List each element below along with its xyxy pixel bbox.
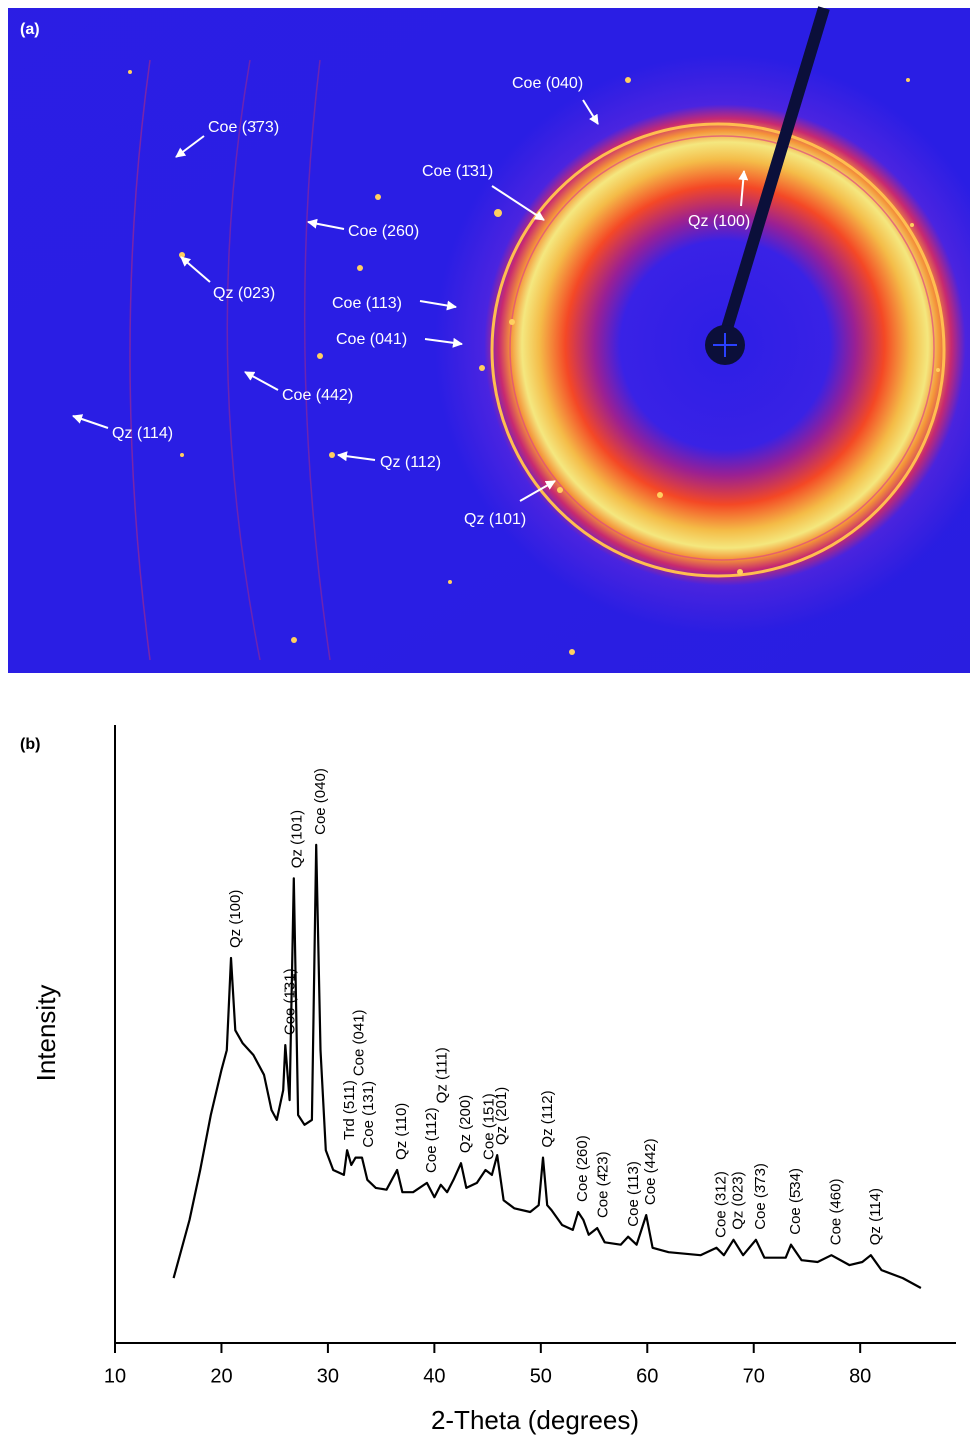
- x-tick-label: 40: [423, 1365, 445, 1387]
- peak-label: Coe (3̄73): [752, 1163, 769, 1230]
- peak-label: Qz (110): [393, 1103, 410, 1160]
- peak-label: Coe (460): [827, 1179, 844, 1246]
- ring-label: Coe (113): [332, 295, 402, 312]
- panel-label: (b): [20, 736, 40, 753]
- ring-label: Coe (1̄31): [422, 163, 493, 180]
- ring-label: Qz (114): [112, 425, 173, 442]
- ring-label: Qz (101): [464, 511, 526, 528]
- peak-label: Coe (041): [350, 1009, 367, 1076]
- xrd-line: [174, 845, 921, 1288]
- peak-label: Qz (114): [867, 1188, 884, 1245]
- peak-label: Coe (112): [423, 1107, 440, 1173]
- peak-label: Qz (100): [227, 890, 244, 948]
- x-tick-label: 80: [849, 1365, 871, 1387]
- diffraction-rings: [8, 8, 970, 673]
- peak-label: Coe (5̄34): [787, 1168, 804, 1235]
- peak-label: Trd (511): [341, 1080, 358, 1140]
- x-tick-label: 30: [317, 1365, 339, 1387]
- peak-label: Qz (112): [539, 1090, 556, 1147]
- ring-label: Coe (040): [512, 75, 583, 92]
- ring-label: Coe (3̄73): [208, 119, 279, 136]
- peak-label: Coe (113): [625, 1161, 642, 1227]
- ring-label: Coe (442): [282, 387, 353, 404]
- y-axis-title: Intensity: [31, 985, 61, 1082]
- peak-label: Coe (131): [360, 1081, 377, 1148]
- ring-label: Coe (260): [348, 223, 419, 240]
- peak-label: Qz (101): [289, 810, 306, 868]
- x-tick-label: 70: [743, 1365, 765, 1387]
- figure: (a) Coe (040) Coe (3̄73) Coe (1̄31) Qz (…: [0, 0, 971, 1439]
- peak-label: Coe (312): [712, 1171, 729, 1238]
- peak-label: Coe (4̄23): [594, 1151, 611, 1218]
- x-tick-label: 50: [530, 1365, 552, 1387]
- x-tick-label: 60: [636, 1365, 658, 1387]
- ring-label: Qz (023): [213, 285, 275, 302]
- x-tick-label: 20: [210, 1365, 232, 1387]
- panel-label: (a): [20, 21, 40, 38]
- xrd-chart: (b) 2-Theta (degrees) Intensity 10 20 30 40…: [20, 725, 956, 1435]
- peak-label: Coe (442): [642, 1138, 659, 1205]
- peak-label: Coe (1̄31): [281, 968, 298, 1035]
- ring-label: Qz (100): [688, 213, 750, 230]
- ring-label: Qz (112): [380, 454, 441, 471]
- diffraction-image: (a) Coe (040) Coe (3̄73) Coe (1̄31) Qz (…: [8, 8, 970, 673]
- peak-label: Qz (200): [457, 1095, 474, 1153]
- x-tick-label: 10: [104, 1365, 126, 1387]
- peak-label: Coe (260): [574, 1135, 591, 1202]
- x-axis-title: 2-Theta (degrees): [431, 1405, 639, 1435]
- ring-label: Coe (041): [336, 331, 407, 348]
- peak-label: Qz (201): [493, 1087, 510, 1145]
- peak-label: Qz (023): [729, 1171, 746, 1229]
- peak-label: Coe (040): [312, 768, 329, 835]
- peak-label: Qz (111): [434, 1047, 451, 1103]
